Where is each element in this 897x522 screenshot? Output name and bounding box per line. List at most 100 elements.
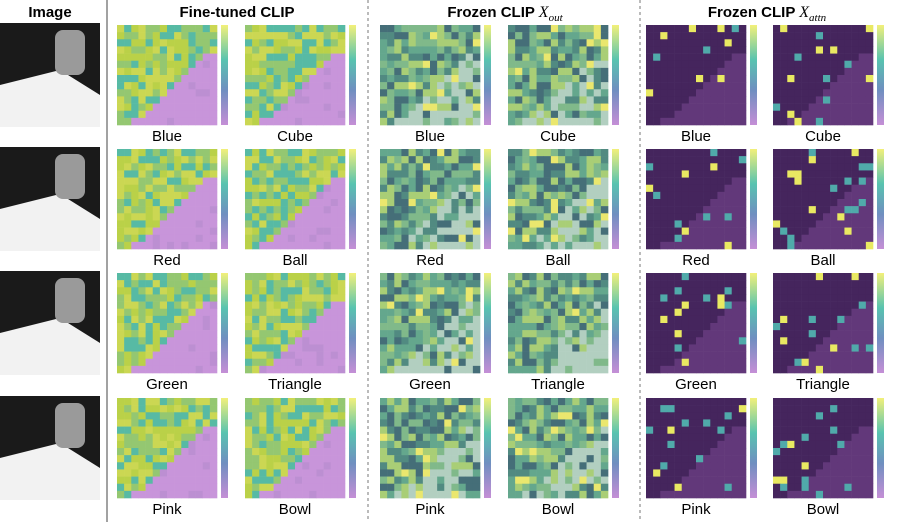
heatmap-cell <box>337 156 346 164</box>
heatmap-cell <box>674 177 683 186</box>
heatmap-cell <box>337 426 346 435</box>
heatmap-cell <box>572 365 580 374</box>
heatmap-cell <box>808 462 817 470</box>
heatmap-cell <box>801 46 810 54</box>
scene-overlay <box>646 398 746 498</box>
heatmap-cell <box>579 483 587 492</box>
heatmap-cell <box>710 273 718 281</box>
heatmap-cell <box>316 184 324 193</box>
heatmap-cell <box>394 206 402 214</box>
scene-overlay <box>773 149 873 249</box>
heatmap-cell <box>773 220 781 228</box>
heatmap-cell <box>815 96 824 104</box>
heatmap-cell <box>451 462 459 470</box>
heatmap-cell <box>808 469 817 477</box>
heatmap-cell <box>295 476 303 485</box>
heatmap-cell <box>259 227 267 236</box>
heatmap-cell <box>710 46 718 54</box>
heatmap-cell <box>337 330 346 338</box>
heatmap-cell <box>245 448 253 456</box>
heatmap-cell <box>430 67 438 76</box>
heatmap-cell <box>801 462 810 470</box>
heatmap-cell <box>837 287 845 295</box>
heatmap-cell <box>794 287 802 295</box>
heatmap-cell <box>653 476 661 485</box>
heatmap-cell <box>465 75 474 83</box>
heatmap-cell <box>287 234 296 243</box>
heatmap-cell <box>145 365 154 374</box>
heatmap-cell <box>696 308 704 317</box>
heatmap-cell <box>287 213 296 221</box>
heatmap-cell <box>815 156 824 164</box>
heatmap-cell <box>316 476 324 485</box>
heatmap-cell <box>138 199 146 207</box>
heatmap-cell <box>295 25 303 33</box>
heatmap-cell <box>159 213 168 221</box>
heatmap-cell <box>159 433 168 442</box>
heatmap-cell <box>536 170 545 178</box>
heatmap-cell <box>515 96 523 104</box>
heatmap-cell <box>543 156 552 164</box>
heatmap-cell <box>710 96 718 104</box>
heatmap-cell <box>422 184 431 193</box>
heatmap-cell <box>586 39 595 47</box>
heatmap-cell <box>337 301 346 310</box>
heatmap-cell <box>515 39 523 47</box>
heatmap-cell <box>430 426 438 435</box>
heatmap-cell <box>773 60 781 69</box>
heatmap-cell <box>131 398 139 406</box>
heatmap-cell <box>696 490 704 499</box>
heatmap-cell <box>415 53 424 62</box>
heatmap-cell <box>444 60 452 69</box>
heatmap-cell <box>330 199 339 207</box>
heatmap-cell <box>536 315 545 324</box>
heatmap-cell <box>808 280 817 288</box>
heatmap-cell <box>600 315 609 324</box>
heatmap-cell <box>302 96 310 104</box>
heatmap-cell <box>444 280 452 288</box>
heatmap-cell <box>252 117 260 126</box>
heatmap-cell <box>703 241 711 250</box>
heatmap-cell <box>202 337 211 345</box>
heatmap-cell <box>703 39 711 47</box>
heatmap-cell <box>808 301 817 310</box>
heatmap-cell <box>787 426 795 435</box>
heatmap-cell <box>738 199 747 207</box>
heatmap-cell <box>159 191 168 200</box>
heatmap-cell <box>703 351 711 360</box>
heatmap-cell <box>167 301 175 310</box>
heatmap-cell <box>710 483 718 492</box>
heatmap-cell <box>660 241 668 250</box>
heatmap-cell <box>731 156 740 164</box>
heatmap-cell <box>273 46 282 54</box>
heatmap-cell <box>415 344 424 352</box>
heatmap-cell <box>865 177 874 186</box>
heatmap-cell <box>159 117 168 126</box>
heatmap-cell <box>696 405 704 413</box>
heatmap-cell <box>145 39 154 47</box>
heatmap-cell <box>202 39 211 47</box>
heatmap-cell <box>280 469 289 477</box>
heatmap-cell <box>174 234 182 243</box>
heatmap-cell <box>550 426 559 435</box>
heatmap-cell <box>858 301 867 310</box>
heatmap-cell <box>316 103 324 112</box>
heatmap-cell <box>550 206 559 214</box>
heatmap-cell <box>380 234 388 243</box>
heatmap-cell <box>124 433 132 442</box>
heatmap-cell <box>674 280 683 288</box>
heatmap-cell <box>681 462 690 470</box>
heatmap-cell <box>844 308 852 317</box>
heatmap-cell <box>152 241 161 250</box>
heatmap-cell <box>316 177 324 186</box>
heatmap-cell <box>823 25 831 33</box>
heatmap-cell <box>688 426 697 435</box>
heatmap-cell <box>851 184 860 193</box>
heatmap-cell <box>316 469 324 477</box>
heatmap-cell <box>295 177 303 186</box>
heatmap-cell <box>159 337 168 345</box>
heatmap-cell <box>181 82 189 90</box>
heatmap-cell <box>660 440 668 449</box>
heatmap-cell <box>787 273 795 281</box>
heatmap-cell <box>124 412 132 420</box>
